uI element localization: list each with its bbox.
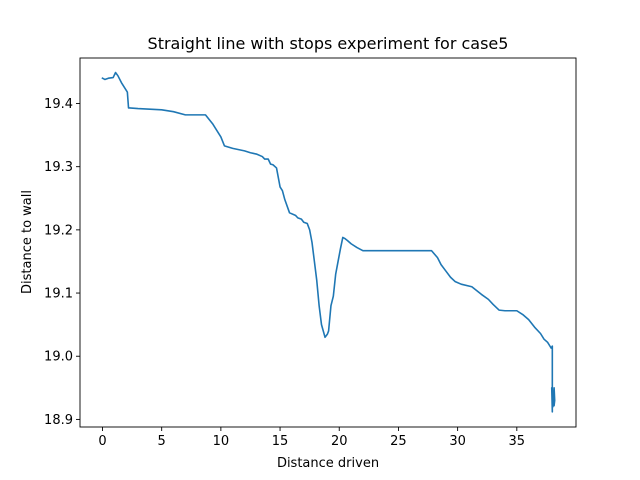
y-tick-label: 19.3 [44, 160, 73, 175]
x-tick-label: 15 [272, 434, 289, 449]
series-line-0 [101, 71, 556, 413]
y-tick-label: 19.4 [44, 97, 73, 112]
y-tick-label: 18.9 [44, 413, 73, 428]
x-tick-label: 5 [158, 434, 166, 449]
x-tick-label: 25 [390, 434, 407, 449]
x-tick-label: 10 [213, 434, 230, 449]
y-tick-label: 19.0 [44, 350, 73, 365]
y-axis-label: Distance to wall [20, 190, 35, 294]
x-tick-label: 30 [449, 434, 466, 449]
x-tick-label: 20 [331, 434, 348, 449]
x-axis-label: Distance driven [277, 456, 379, 471]
axes-frame [79, 57, 577, 428]
x-tick-label: 35 [509, 434, 526, 449]
y-tick-label: 19.2 [44, 223, 73, 238]
chart-title: Straight line with stops experiment for … [148, 34, 509, 53]
plot-area: 0 5 10 15 20 25 30 35 18.9 19.0 19.1 19.2 19.3 19.4 [44, 57, 577, 449]
x-tick-label: 0 [98, 434, 106, 449]
y-tick-label: 19.1 [44, 287, 73, 302]
